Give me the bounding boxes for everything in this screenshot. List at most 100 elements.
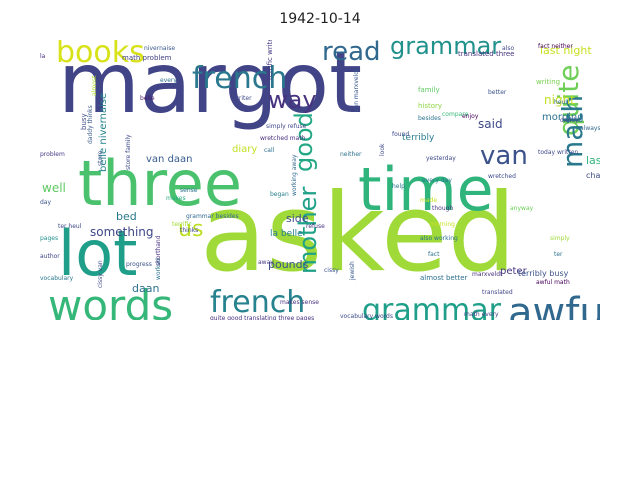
word-daddy: daddy [560,117,579,124]
word-last-night: last night [540,44,592,57]
word-grammar: grammar [390,40,501,60]
word-neither: neither [340,151,362,158]
word-way: way [268,86,317,114]
word-simply-refuse: simply refuse [266,123,307,130]
word-writer: writer [234,95,252,102]
word-quite-good-translating-three-pages: quite good translating three pages [210,315,314,320]
word-working-away: working away [291,154,298,196]
word-quite: quite [552,64,585,136]
word-shorthand: shorthand [155,235,162,266]
word-thinks: thinks [180,227,198,234]
word-store-family: store family [125,134,132,170]
word-van-daan: van daan [146,154,193,165]
word-writing: writing [536,78,560,86]
word-sense: sense [180,187,198,194]
word-books: books [56,40,145,70]
word-day: day [40,199,51,206]
word-awful: awful [508,290,600,320]
word-history: history [418,102,442,110]
word-belle: belle [140,95,155,102]
word-fact-neither: fact neither [538,43,573,50]
word-french: french [210,285,305,320]
word-though: though [432,205,453,212]
word-three: three [78,147,242,220]
word-away: away [258,259,274,266]
word-terrific: terrific [172,221,192,228]
word-also: also [502,45,514,52]
word-vocabulary: vocabulary [40,275,74,282]
word-refuse: refuse [306,223,325,230]
word-nivernaise: nivernaise [144,45,175,52]
word-grammar: grammar [362,293,502,320]
word-always: always [580,125,600,132]
word-grammar-besides: grammar besides [186,213,239,220]
word-progress: progress [126,261,152,268]
word-yesterday: yesterday [426,155,456,162]
word-cissy: cissy [324,267,339,274]
word-worked: worked [155,258,162,280]
word-translated-three: translated three [458,50,514,58]
word-busy: busy [80,113,88,130]
word-wretched-math: wretched math [260,135,306,142]
word-call: call [264,147,275,154]
word-terribly: terribly [402,133,435,143]
word-better: better [488,89,507,96]
word-author: author [40,253,60,260]
word-pounds: pounds [268,258,309,271]
word-margot: margot [58,40,362,132]
word-jewish: jewish [349,261,356,281]
word-belle-nivernaise: belle nivernaise [98,93,109,172]
word-van: van [480,141,528,171]
word-makes: makes [166,195,186,202]
word-help: help [392,183,405,190]
word-words: words [48,281,173,320]
word-math-every: math every [464,311,499,318]
word-compare: compare [442,111,469,118]
chart-title: 1942-10-14 [279,11,361,27]
word-lot: lot [58,217,137,290]
word-chapter: chapter [586,171,600,180]
word-translated: translated [482,289,513,296]
word-pages: pages [40,235,58,242]
word-something: something [90,225,154,239]
word-today-written: today written [538,149,578,156]
word-every-day: every day [422,177,452,184]
word-well: well [42,181,66,195]
word-ter-heul: ter heul [58,223,82,230]
word-us: us [178,217,203,242]
word-morning: morning [542,112,584,123]
word-vocabulary-words: vocabulary words [340,313,393,320]
word-enjoy: enjoy [462,113,479,120]
word-french: french [192,61,287,96]
word-marxveldt: marxveldt [472,271,503,278]
word-asked: asked [200,171,516,296]
word-made: made [420,197,437,204]
word-time: time [358,155,494,225]
word-family: family [418,86,440,94]
word-anyway: anyway [510,205,534,212]
word-problem: problem [40,151,65,158]
word-cissy-van: cissy van [97,260,104,288]
word-makes-sense: makes sense [280,299,319,306]
word-cloud: margot asked three time lot words french french… [40,40,600,320]
word-almost-better: almost better [420,274,467,282]
word-math-problem: math problem [122,54,172,62]
word-fact: fact [428,251,440,258]
word-ter: ter [554,251,563,258]
word-wretched: wretched [488,173,516,180]
word-mother: mother [294,187,322,274]
word-terribly-busy: terribly busy [518,269,569,278]
word-side: side [286,212,309,225]
word-besides: besides [418,115,441,122]
word-daan: daan [132,282,159,295]
word-began: began [270,191,289,198]
word-la-belle: la belle [270,229,303,239]
word-night: night [544,93,575,107]
word-store: store [97,151,104,166]
word-look: look [379,143,386,156]
word-also-working: also working [420,235,458,242]
word-daddy-thinks: daddy thinks [87,105,94,144]
word-almost: almost [91,75,98,96]
